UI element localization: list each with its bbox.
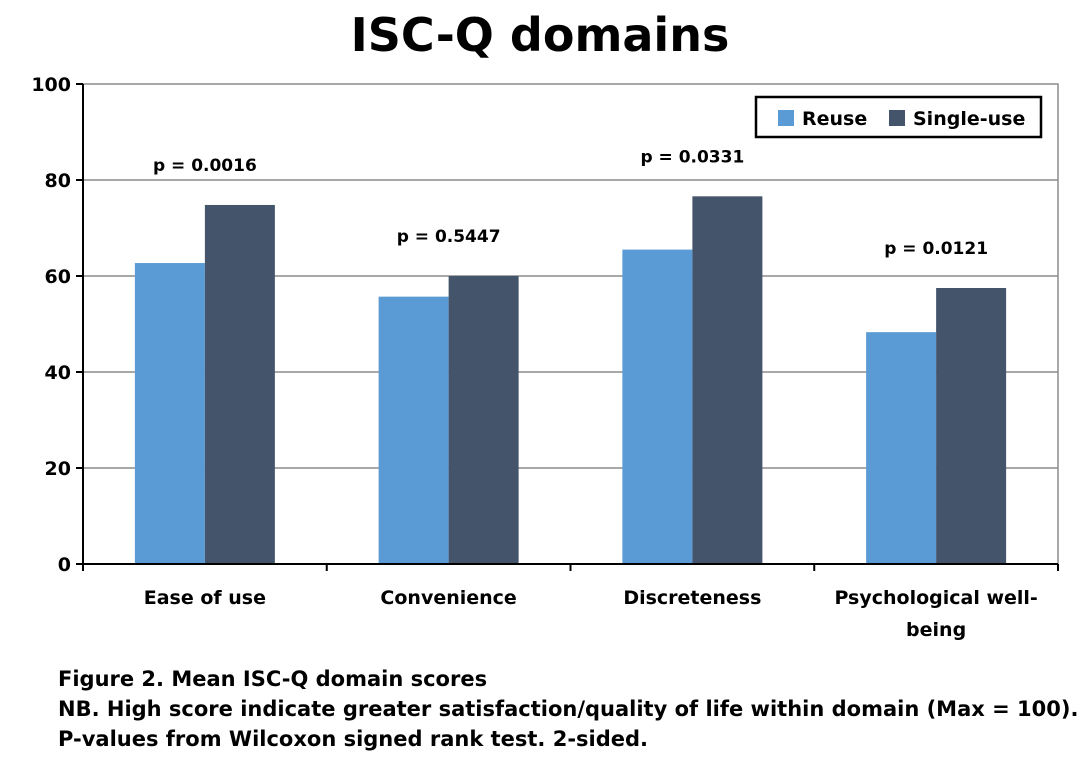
caption-line-1: Figure 2. Mean ISC-Q domain scores	[58, 667, 488, 691]
p-value-label: p = 0.0016	[153, 156, 257, 176]
bar-reuse	[134, 263, 205, 564]
bar-reuse	[622, 249, 693, 564]
caption-line-2: NB. High score indicate greater satisfac…	[58, 697, 1079, 721]
bar-chart: 0 20 40 60 80 100 Ease of use Convenience Discr…	[31, 74, 1059, 641]
bar-reuse	[866, 332, 937, 564]
caption-line-3: P-values from Wilcoxon signed rank test.…	[58, 727, 649, 751]
x-category-label: Convenience	[380, 587, 516, 609]
legend-label-single-use: Single-use	[913, 108, 1025, 130]
y-tick-label: 80	[45, 170, 71, 192]
y-tick-label: 20	[45, 458, 71, 480]
x-category-label: Discreteness	[623, 587, 761, 609]
x-category-label: Ease of use	[144, 587, 266, 609]
x-category-labels: Ease of use Convenience Discreteness Psycho…	[144, 587, 1038, 641]
legend: Reuse Single-use	[754, 95, 1043, 139]
axes	[76, 83, 1059, 571]
x-category-label: Psychological well-	[834, 587, 1037, 609]
bar-reuse	[378, 296, 449, 564]
legend-swatch-single-use	[889, 110, 905, 126]
p-value-label: p = 0.0331	[640, 147, 744, 167]
bar-single-use	[692, 196, 763, 564]
bar-single-use	[204, 204, 275, 564]
y-tick-label: 40	[45, 362, 71, 384]
p-value-label: p = 0.0121	[884, 239, 988, 259]
y-tick-label: 60	[45, 266, 71, 288]
y-tick-labels: 0 20 40 60 80 100	[31, 74, 71, 576]
legend-label-reuse: Reuse	[802, 108, 867, 130]
figure-caption: Figure 2. Mean ISC-Q domain scores NB. H…	[58, 664, 1078, 754]
bar-single-use	[936, 288, 1007, 564]
p-value-annotations: p = 0.0016 p = 0.5447 p = 0.0331 p = 0.0121	[153, 147, 988, 259]
chart-title: ISC-Q domains	[350, 8, 730, 62]
x-category-label: being	[906, 619, 966, 641]
legend-swatch-reuse	[778, 110, 794, 126]
p-value-label: p = 0.5447	[397, 227, 501, 247]
bars	[134, 196, 1007, 564]
y-tick-label: 100	[31, 74, 71, 96]
bar-single-use	[448, 276, 519, 564]
y-tick-label: 0	[58, 554, 71, 576]
